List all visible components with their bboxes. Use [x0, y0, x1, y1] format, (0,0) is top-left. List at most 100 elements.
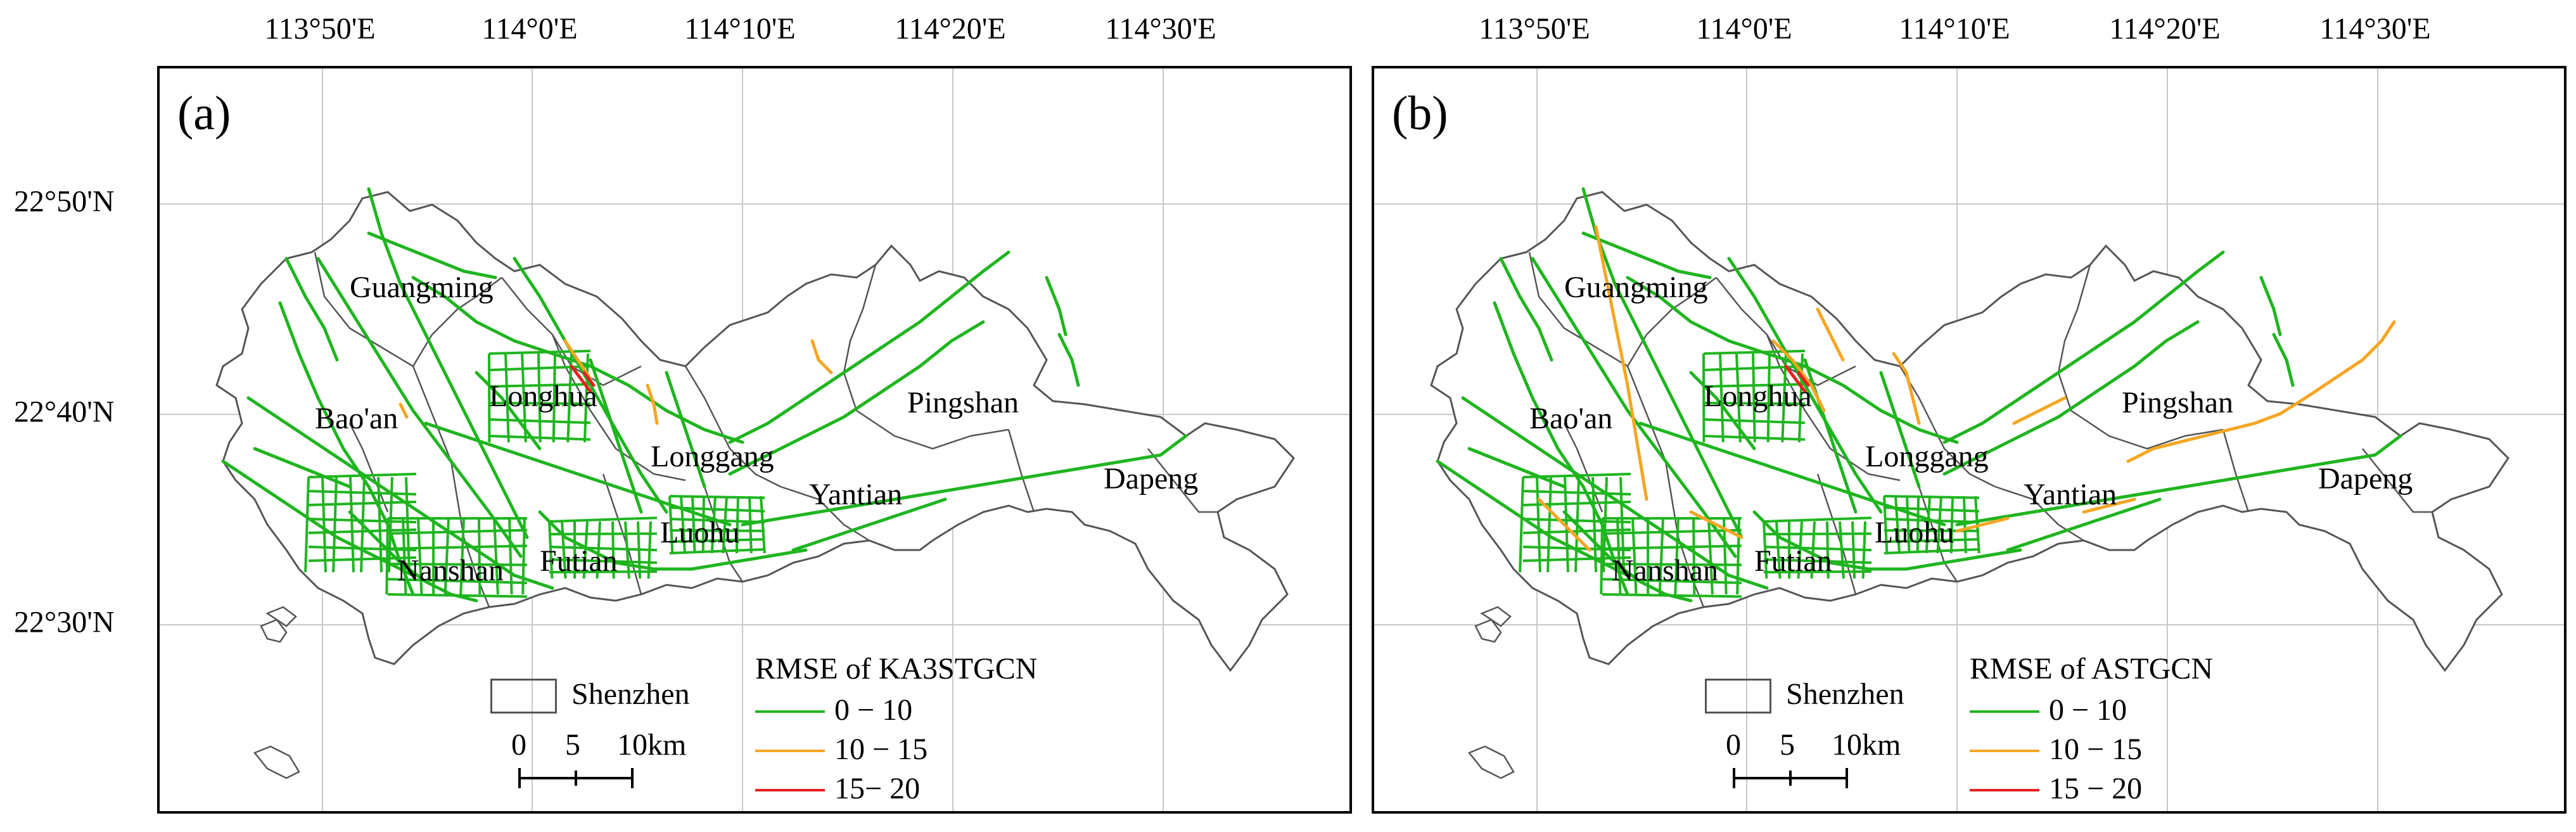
- legend-boundary-label: Shenzhen: [571, 677, 690, 711]
- district-label: Longhua: [489, 380, 597, 413]
- road-segment-low: [647, 521, 652, 579]
- road-segment-low: [493, 518, 499, 595]
- legend-class-label: 10 − 15: [834, 733, 928, 766]
- road-segment-low: [1884, 518, 1980, 524]
- scale-tick-label: 5: [1780, 728, 1795, 762]
- road-segment-high: [1784, 364, 1807, 394]
- lon-label: 114°30'E: [2319, 12, 2431, 46]
- road-segment-low: [377, 477, 383, 573]
- road-segment-low: [1752, 353, 1756, 443]
- road-segment-mid: [646, 383, 659, 425]
- road-segment-low: [735, 496, 739, 554]
- road-segment-low: [1591, 477, 1598, 573]
- island-boundary: [1467, 745, 1515, 779]
- district-boundary: [1528, 252, 1628, 368]
- road-segment-low: [1803, 358, 1858, 514]
- road-segment-low: [1602, 578, 1742, 584]
- road-segment-low: [1703, 349, 1806, 355]
- lat-label: 22°30'N: [14, 605, 115, 639]
- road-segment-low: [521, 518, 526, 595]
- road-segment-low: [748, 496, 753, 554]
- road-segment-low: [537, 353, 542, 443]
- district-label: Dapeng: [2318, 462, 2413, 496]
- road-segment-low: [1574, 477, 1580, 573]
- district-boundary: [1766, 334, 1901, 482]
- district-label: Futian: [1754, 544, 1832, 578]
- road-segment-low: [552, 353, 556, 443]
- lat-label: 22°50'N: [14, 184, 115, 219]
- road-segment-low: [1925, 496, 1931, 554]
- road-segment-low: [332, 477, 338, 573]
- district-label: Dapeng: [1104, 462, 1199, 496]
- district-label: Yantian: [2024, 478, 2117, 511]
- district-label: Futian: [540, 544, 618, 578]
- road-segment-low: [760, 496, 766, 554]
- road-segment-low: [1658, 518, 1664, 595]
- road-segment-low: [1963, 496, 1967, 554]
- legend-title: RMSE of KA3STGCN: [755, 652, 1038, 686]
- district-boundary: [1147, 448, 1218, 513]
- road-segment-low: [1619, 477, 1626, 573]
- district-label: Yantian: [809, 478, 903, 511]
- district-boundary: [348, 423, 389, 513]
- road-segment-low: [387, 477, 393, 573]
- road-segment-low: [1906, 496, 1911, 554]
- lat-label: 22°40'N: [14, 395, 115, 429]
- scale-tick-label: 10km: [1832, 728, 1901, 762]
- road-segment-low: [1536, 477, 1541, 573]
- road-segment-low: [508, 518, 513, 595]
- district-boundary: [412, 366, 490, 608]
- lon-label: 114°0'E: [481, 12, 578, 46]
- lon-label: 114°20'E: [2109, 12, 2221, 46]
- district-boundary: [780, 485, 870, 542]
- district-label: Longhua: [1704, 380, 1812, 413]
- road-segment-low: [385, 518, 389, 595]
- road-segment-low: [1581, 231, 1712, 279]
- road-segment-low: [1736, 518, 1740, 595]
- island-boundary: [265, 606, 297, 627]
- road-segment-mid: [2012, 396, 2067, 425]
- road-segment-low: [1522, 490, 1631, 496]
- road-segment-low: [359, 477, 366, 573]
- lon-label: 114°30'E: [1105, 12, 1216, 46]
- road-segment-low: [1894, 496, 1901, 554]
- road-segment-low: [701, 496, 705, 554]
- road-segment-low: [1766, 353, 1771, 443]
- scale-bar-graphic: [518, 768, 634, 788]
- district-boundary: [2057, 264, 2224, 450]
- road-segment-low: [1810, 521, 1816, 579]
- legend-class-label: 15− 20: [834, 772, 921, 805]
- legend-swatch-low: [1970, 710, 2039, 713]
- legend-swatch-mid: [755, 750, 825, 752]
- road-segment-low: [402, 518, 407, 595]
- district-boundary: [501, 277, 642, 387]
- road-segment-mid: [563, 339, 592, 381]
- road-segment-low: [1600, 518, 1604, 595]
- road-segment-low: [669, 529, 765, 532]
- road-segment-low: [589, 358, 643, 514]
- map-panel-a: (a) Guangming Longhua Bao'an Pingshan Lo…: [157, 66, 1352, 814]
- road-segment-mid: [1594, 225, 1648, 501]
- road-segment-low: [1602, 544, 1742, 550]
- district-boundary: [1626, 366, 1705, 608]
- road-segment-low: [1045, 276, 1068, 336]
- district-label: Bao'an: [315, 402, 399, 435]
- district-label: Luohu: [660, 516, 740, 549]
- road-segment-high: [582, 371, 596, 387]
- road-segment-low: [1936, 496, 1942, 554]
- road-segment-low: [566, 353, 573, 443]
- road-segment-low: [1707, 518, 1714, 595]
- district-boundary: [1626, 277, 1717, 367]
- road-segment-low: [387, 544, 528, 550]
- road-segment-low: [1602, 563, 1742, 566]
- road-segment-mid: [2082, 497, 2136, 514]
- road-segment-low: [246, 396, 554, 590]
- road-segment-low: [1493, 301, 1629, 596]
- road-segment-low: [1616, 518, 1622, 595]
- district-boundary: [314, 252, 414, 368]
- road-segment-low: [1955, 434, 2402, 527]
- road-segment-low: [561, 521, 567, 579]
- legend-boundary-label: Shenzhen: [1786, 677, 1904, 711]
- road-segment-low: [1775, 521, 1782, 579]
- road-segment-low: [1763, 521, 1768, 579]
